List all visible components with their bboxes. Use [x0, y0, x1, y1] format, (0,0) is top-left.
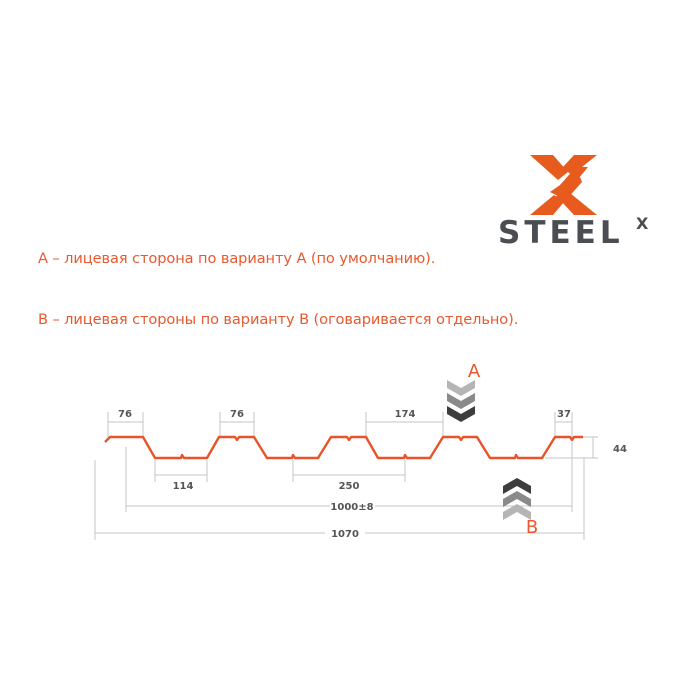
- logo-x-icon: [530, 155, 597, 215]
- dim-height: 44: [613, 444, 627, 455]
- chevron-down-icon: [447, 380, 475, 422]
- dim-useful-width: 1000±8: [330, 502, 373, 513]
- dim-rib-span: 174: [395, 409, 416, 420]
- note-side-b: В – лицевая стороны по варианту В (огова…: [38, 311, 519, 328]
- chevron-up-icon: [503, 478, 531, 520]
- dimension-lines: [94, 412, 598, 540]
- logo-text: STEEL: [498, 215, 624, 251]
- dim-total-width: 1070: [331, 529, 359, 540]
- logo-superscript: X: [636, 214, 649, 233]
- dim-pitch: 250: [339, 481, 360, 492]
- side-a-label: A: [468, 361, 481, 382]
- dim-bottom: 114: [173, 481, 194, 492]
- dim-top-mid: 76: [230, 409, 244, 420]
- dim-edge: 37: [557, 409, 571, 420]
- note-side-a: А – лицевая сторона по варианту А (по ум…: [38, 250, 436, 267]
- side-b-label: B: [526, 517, 538, 538]
- profile-outline: [104, 435, 583, 460]
- steelx-logo: STEEL X: [498, 155, 649, 251]
- dim-top-left: 76: [118, 409, 132, 420]
